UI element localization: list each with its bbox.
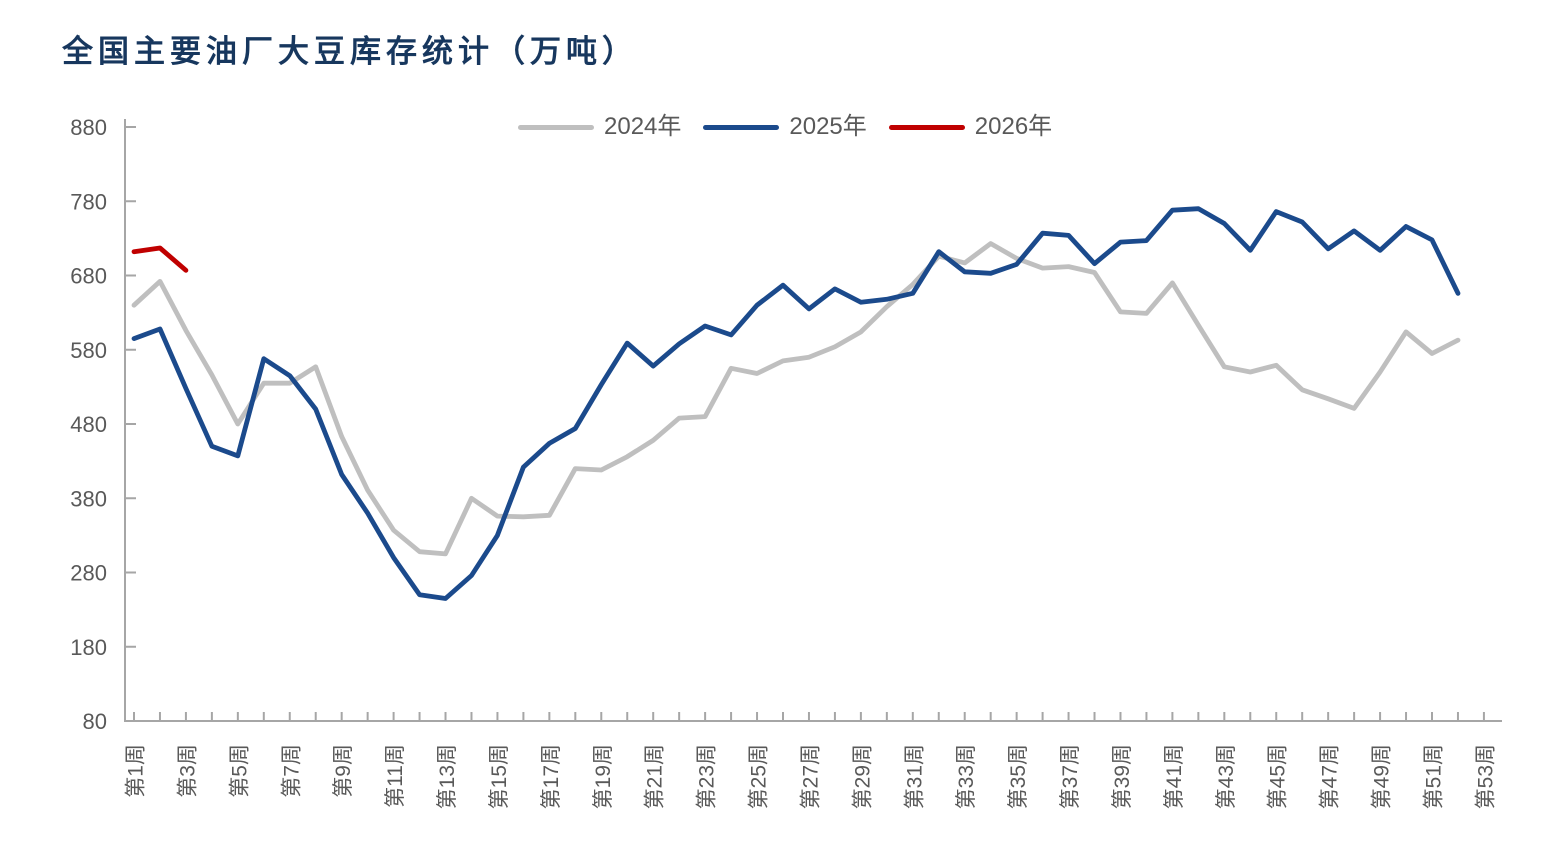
y-axis-label: 180: [70, 635, 107, 660]
x-axis-label: 第35周: [1007, 744, 1030, 809]
x-axis-label: 第45周: [1267, 744, 1290, 809]
x-axis-label: 第11周: [384, 744, 407, 808]
x-axis-label: 第27周: [799, 744, 822, 809]
legend-swatch: [888, 124, 965, 130]
x-axis-label: 第31周: [903, 744, 926, 809]
series-line-2025年: [131, 206, 1461, 601]
series-line-2024年: [131, 241, 1461, 557]
legend-label: 2024年: [604, 113, 682, 140]
legend-item-2026年: 2026年: [888, 113, 1053, 140]
x-axis-label: 第29周: [851, 744, 874, 809]
x-axis-label: 第1周: [125, 744, 148, 798]
legend-item-2025年: 2025年: [703, 113, 867, 140]
x-axis-label: 第39周: [1111, 744, 1134, 809]
x-axis-label: 第7周: [280, 744, 303, 798]
x-axis-label: 第9周: [332, 744, 355, 798]
y-axis-label: 680: [70, 264, 107, 289]
x-axis-label: 第3周: [176, 744, 199, 798]
x-axis-label: 第21周: [644, 744, 667, 809]
x-axis-label: 第19周: [592, 744, 615, 809]
y-axis-label: 280: [70, 561, 107, 586]
x-axis-label: 第17周: [540, 744, 563, 809]
legend-swatch: [703, 124, 780, 130]
x-axis-label: 第33周: [955, 744, 978, 809]
legend-item-2024年: 2024年: [518, 115, 681, 139]
x-axis-label: 第25周: [748, 744, 771, 809]
chart-legend: 2024年 2025年 2026年: [518, 112, 1052, 142]
x-axis-label: 第51周: [1423, 744, 1446, 809]
x-axis-label: 第15周: [488, 744, 511, 809]
y-axis-label: 380: [70, 486, 107, 511]
y-axis-label: 480: [70, 412, 107, 437]
chart-title: 全国主要油厂大豆库存统计（万吨）: [62, 34, 638, 69]
y-axis-label: 780: [70, 189, 107, 214]
x-axis-label: 第53周: [1474, 744, 1497, 809]
y-axis-label: 580: [70, 338, 107, 363]
legend-swatch: [518, 124, 594, 130]
legend-label: 2026年: [974, 113, 1053, 140]
x-axis-label: 第43周: [1215, 744, 1238, 809]
x-axis-label: 第47周: [1319, 744, 1342, 809]
y-axis-label: 80: [83, 709, 107, 734]
x-axis-label: 第41周: [1163, 744, 1186, 809]
x-axis-label: 第23周: [696, 744, 719, 809]
series-line-2026年: [131, 245, 189, 273]
y-axis-label: 880: [70, 115, 107, 140]
x-axis-label: 第5周: [228, 744, 251, 798]
legend-label: 2025年: [789, 113, 867, 140]
x-axis-label: 第49周: [1371, 744, 1394, 809]
x-axis-label: 第37周: [1059, 744, 1082, 809]
x-axis-label: 第13周: [436, 744, 459, 809]
